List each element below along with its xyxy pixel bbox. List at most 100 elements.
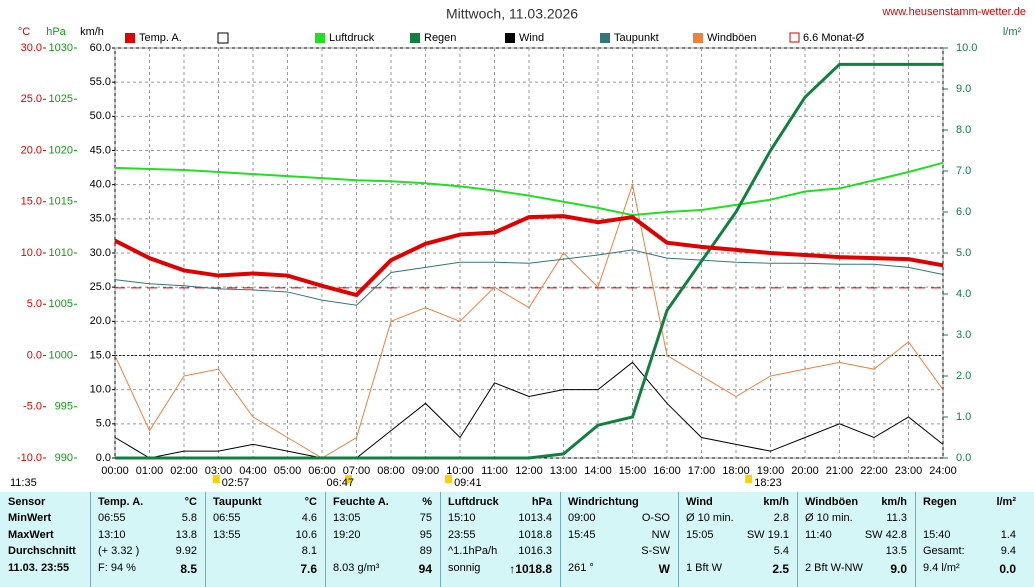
source-link[interactable]: www.heusenstamm-wetter.de	[881, 6, 1026, 18]
cell-label: ^1.1hPa/h	[448, 545, 498, 557]
x-tick-label: 21:00	[826, 465, 854, 477]
column-title: Sensor	[8, 496, 46, 508]
cell-label: 1 Bft W	[686, 561, 723, 574]
cell-value: 10.6	[295, 528, 317, 541]
x-tick-label: 16:00	[653, 465, 681, 477]
series-line	[115, 62, 943, 460]
cell-label: (+ 3.32 )	[98, 545, 140, 557]
event-marker	[212, 475, 220, 483]
event-marker	[745, 475, 753, 483]
cell-value: 9.4	[1000, 545, 1016, 557]
y-tick-label: 25.0	[90, 281, 111, 293]
x-tick-label: 18:00	[722, 465, 750, 477]
unit-rain: l/m²	[1003, 26, 1022, 38]
cell-value: NW	[651, 528, 670, 541]
y-tick-label: 5.0	[27, 298, 42, 310]
cell-label: 06:55	[213, 512, 241, 524]
cell-value: 2.5	[772, 561, 789, 576]
y-tick-label: 40.0	[90, 179, 111, 191]
column-title: Temp. A.	[98, 496, 144, 508]
column-title: Wind	[686, 496, 713, 508]
separator	[678, 492, 679, 587]
y2-tick-label: 9.0	[956, 83, 971, 95]
legend-label: Regen	[424, 32, 456, 44]
cell-value: 4.6	[301, 512, 317, 524]
y-tick-label: 25.0	[21, 93, 42, 105]
legend-swatch	[125, 33, 135, 43]
cell-label: sonnig	[448, 561, 481, 574]
cell-value: 8.1	[301, 545, 317, 557]
cell-label: 13:55	[213, 528, 241, 541]
series-line	[114, 161, 944, 217]
chart: Mittwoch, 11.03.2026 www.heusenstamm-wet…	[10, 6, 1026, 489]
x-tick-label: 11:00	[481, 465, 508, 477]
sunshine: 11:35	[10, 477, 37, 489]
column-title: Feuchte A.	[333, 496, 389, 508]
y-tick-label: 15.0	[90, 349, 111, 361]
y-tick-label: 995	[55, 401, 73, 413]
event-label: 02:57	[222, 477, 250, 489]
separator	[325, 492, 326, 587]
separator	[90, 492, 91, 587]
y-tick-label: 990	[55, 452, 73, 464]
series-line	[114, 361, 944, 459]
cell-label: 9.4 l/m²	[923, 561, 960, 574]
cell-label: 23:55	[448, 528, 476, 541]
cell-value: 5.4	[773, 545, 789, 557]
y-tick-label: 1000	[49, 349, 73, 361]
cell-label: 15:10	[448, 512, 476, 524]
series-line	[114, 249, 944, 306]
series-line	[114, 182, 944, 459]
legend-label: Windböen	[707, 32, 757, 44]
cell-label: 261 °	[568, 561, 594, 574]
y-tick-label: 50.0	[90, 110, 111, 122]
x-tick-label: 23:00	[895, 465, 923, 477]
y-tick-label: 1005	[49, 298, 73, 310]
cell-value: 1018.8	[518, 528, 552, 541]
x-tick-label: 10:00	[446, 465, 474, 477]
cell-value: 13.8	[175, 528, 197, 541]
x-tick-label: 19:00	[757, 465, 785, 477]
column-unit: %	[422, 496, 432, 508]
y-tick-label: 10.0	[21, 247, 42, 259]
y-tick-label: 1030	[49, 42, 73, 54]
y2-tick-label: 0.0	[956, 452, 971, 464]
legend-swatch	[600, 33, 610, 43]
cell-value: SW 42.8	[864, 528, 907, 541]
cell-label: F: 94 %	[98, 561, 136, 574]
cell-value: 1013.4	[518, 512, 552, 524]
x-tick-label: 02:00	[170, 465, 198, 477]
cell-value: 2.8	[773, 512, 789, 524]
cell-value: 7.6	[300, 561, 317, 576]
y-tick-label: 20.0	[90, 315, 111, 327]
legend-label: Taupunkt	[614, 32, 659, 44]
cell-label: 15:05	[686, 528, 714, 541]
column-title: Taupunkt	[213, 496, 262, 508]
x-tick-label: 05:00	[274, 465, 302, 477]
column-title: Regen	[923, 496, 957, 508]
separator	[797, 492, 798, 587]
y2-tick-label: 8.0	[956, 124, 971, 136]
cell-value: 75	[419, 512, 432, 524]
cell-label: 15:40	[923, 528, 951, 541]
cell-label: MaxWert	[8, 528, 54, 541]
legend-label: Luftdruck	[329, 32, 375, 44]
x-tick-label: 03:00	[205, 465, 233, 477]
y2-tick-label: 4.0	[956, 288, 971, 300]
cell-value: 9.0	[890, 561, 907, 576]
chart-title: Mittwoch, 11.03.2026	[446, 6, 578, 22]
cell-value: ↑1018.8	[509, 561, 552, 576]
legend-swatch	[789, 32, 800, 43]
unit-wind: km/h	[80, 26, 104, 38]
cell-label: 8.03 g/m³	[333, 561, 380, 574]
event-label: 06:47	[326, 477, 354, 489]
x-tick-label: 01:00	[136, 465, 164, 477]
cell-label: 19:20	[333, 528, 361, 541]
y-tick-label: 30.0	[90, 247, 111, 259]
cell-value: 95	[419, 528, 432, 541]
y-tick-label: 60.0	[90, 42, 111, 54]
cell-label: 09:00	[568, 512, 596, 524]
cell-value: O-SO	[641, 512, 670, 524]
cell-label: 13:10	[98, 528, 126, 541]
